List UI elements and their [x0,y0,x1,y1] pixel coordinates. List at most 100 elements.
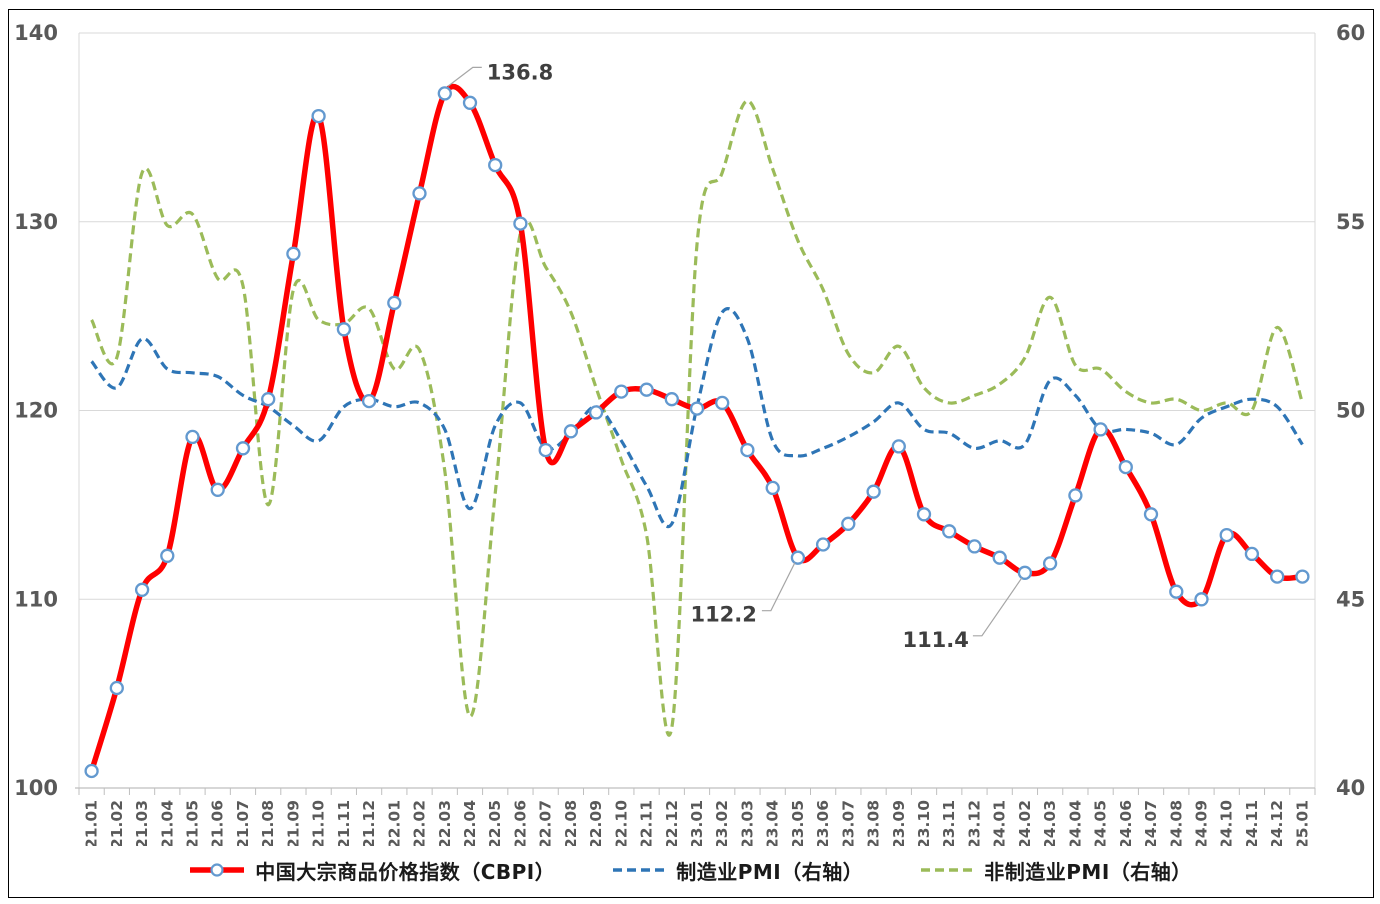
x-axis-tick-label: 22.12 [663,800,681,846]
cbpi-data-point-marker [1169,584,1184,599]
annotation-136.8: 136.8 [447,60,553,87]
cbpi-data-point-marker [1017,565,1033,580]
cbpi-data-point-marker [790,550,806,565]
x-axis-tick-label: 24.06 [1117,800,1135,846]
legend-label-mfg-pmi: 制造业PMI（右轴） [676,859,864,884]
annotation-112.2: 112.2 [690,562,796,627]
cbpi-data-point-marker [1270,569,1285,584]
cbpi-data-point-marker [412,186,427,201]
annotation-111.4: 111.4 [902,577,1023,652]
series-nonmfg-pmi-line [90,99,1304,737]
cbpi-data-point-marker [84,763,99,779]
cbpi-data-point-marker [942,524,957,539]
cbpi-data-point-marker [765,480,780,496]
x-axis-tick-label: 21.10 [310,800,328,846]
x-axis-tick-label: 23.09 [890,800,908,846]
x-axis-ticks [78,788,1316,795]
cbpi-data-point-marker [1194,592,1209,607]
cbpi-markers [84,86,1310,779]
cbpi-data-point-marker [488,157,503,173]
cbpi-data-point-marker [740,442,755,458]
nonmfg-pmi-line-sample-icon [921,868,974,872]
cbpi-data-point-marker [538,442,553,458]
cbpi-data-point-marker [1093,422,1108,437]
cbpi-data-point-marker [639,382,654,397]
x-axis-tick-label: 21.03 [133,800,151,846]
cbpi-data-point-marker [286,246,301,261]
cbpi-data-point-marker [437,86,452,101]
x-axis-tick-label: 21.08 [259,800,277,846]
cbpi-data-point-marker [134,582,150,597]
cbpi-data-point-marker [185,429,200,445]
legend-item-mfg-pmi: 制造业PMI（右轴） [611,856,863,885]
x-axis-tick-label: 21.04 [158,800,176,846]
y-axis-label-right: 60 [1336,21,1365,45]
x-axis-tick-label: 23.02 [713,800,731,846]
annotation-value-label: 112.2 [690,603,756,627]
y-axis-label-right: 45 [1336,587,1365,611]
cbpi-data-point-marker [588,405,604,420]
legend-label-cbpi: 中国大宗商品价格指数（CBPI） [255,859,556,884]
x-axis-tick-label: 23.08 [865,800,883,846]
cbpi-data-point-marker [891,439,906,454]
x-axis-labels: 21.01 21.02 21.03 21.04 21.05 21.06 21.07 21.08… [83,800,1312,846]
mfg-pmi-line-sample-icon [613,868,666,872]
cbpi-data-point-marker [210,482,225,497]
cbpi-data-point-marker [815,537,831,552]
x-axis-tick-label: 21.02 [108,800,126,846]
x-axis-tick-label: 21.07 [234,800,252,846]
x-axis-tick-label: 21.12 [360,800,378,846]
cbpi-data-point-marker [1143,507,1159,522]
x-axis-tick-label: 23.03 [738,800,756,846]
legend-label-nonmfg-pmi: 非制造业PMI（右轴） [984,859,1192,884]
cbpi-data-point-marker [689,401,705,416]
x-axis-tick-label: 21.11 [335,800,353,846]
cbpi-data-point-marker [261,392,276,407]
cbpi-data-point-marker [160,548,175,563]
x-axis-tick-label: 24.07 [1142,800,1160,846]
x-axis-tick-label: 24.09 [1193,800,1211,846]
legend-item-nonmfg-pmi: 非制造业PMI（右轴） [919,856,1192,885]
x-axis-tick-label: 24.11 [1243,800,1261,846]
annotation-leader-line [972,577,1023,637]
y-axis-label-left: 100 [14,776,58,800]
annotation-value-label: 136.8 [487,60,553,84]
cbpi-line-sample-icon [190,863,245,877]
x-axis-tick-label: 22.02 [411,800,429,846]
x-axis-tick-label: 22.05 [486,800,504,846]
cbpi-data-point-marker [1118,459,1133,475]
y-axis-right-labels: 40 45 50 55 60 [1336,21,1365,800]
y-axis-left-labels: 100 110 120 130 140 [14,21,58,800]
cbpi-data-point-marker [1219,527,1234,543]
cbpi-data-point-marker [462,95,478,110]
y-axis-label-left: 110 [14,587,58,611]
x-axis-tick-label: 23.11 [940,800,958,846]
x-axis-tick-label: 22.11 [638,800,656,846]
x-axis-tick-label: 22.06 [511,800,529,846]
x-axis-tick-label: 22.04 [461,800,479,846]
x-axis-tick-label: 23.06 [814,800,832,846]
cbpi-data-point-marker [715,395,730,411]
x-axis-tick-label: 23.01 [688,800,706,846]
chart-legend: 中国大宗商品价格指数（CBPI） 制造业PMI（右轴） 非制造业PMI（右轴） [0,845,1380,895]
x-axis-tick-label: 24.03 [1041,800,1059,846]
x-axis-tick-label: 23.10 [915,800,933,846]
cbpi-data-point-marker [664,392,679,407]
cbpi-data-point-marker [563,424,579,439]
x-axis-tick-label: 21.01 [83,800,101,846]
x-axis-tick-label: 22.10 [612,800,630,846]
annotation-leader-line [761,562,796,612]
x-axis-tick-label: 24.08 [1167,800,1185,846]
legend-item-cbpi: 中国大宗商品价格指数（CBPI） [188,856,555,885]
cbpi-data-point-marker [992,550,1007,565]
x-axis-tick-label: 22.01 [385,800,403,846]
x-axis-tick-label: 24.01 [991,800,1009,846]
x-axis-tick-label: 22.08 [562,800,580,846]
cbpi-data-point-marker [361,393,377,409]
cbpi-data-point-marker [109,680,124,696]
x-axis-tick-label: 24.04 [1066,800,1084,846]
x-axis-tick-label: 21.09 [284,800,302,846]
y-axis-label-left: 120 [14,399,58,423]
x-axis-tick-label: 23.12 [966,800,984,846]
